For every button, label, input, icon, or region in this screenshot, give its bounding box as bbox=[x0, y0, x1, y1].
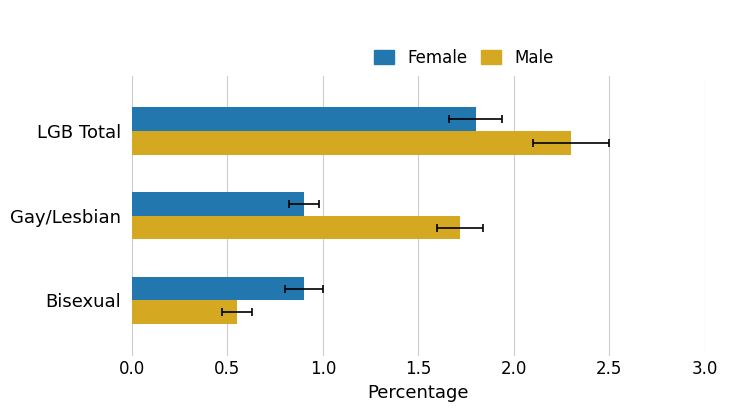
Bar bbox=[132, 107, 476, 131]
Bar bbox=[132, 216, 460, 239]
Bar bbox=[132, 277, 303, 301]
X-axis label: Percentage: Percentage bbox=[368, 384, 469, 402]
Bar bbox=[132, 301, 237, 324]
Legend: Female, Male: Female, Male bbox=[368, 42, 561, 73]
Bar bbox=[132, 131, 571, 155]
Bar bbox=[132, 192, 303, 216]
